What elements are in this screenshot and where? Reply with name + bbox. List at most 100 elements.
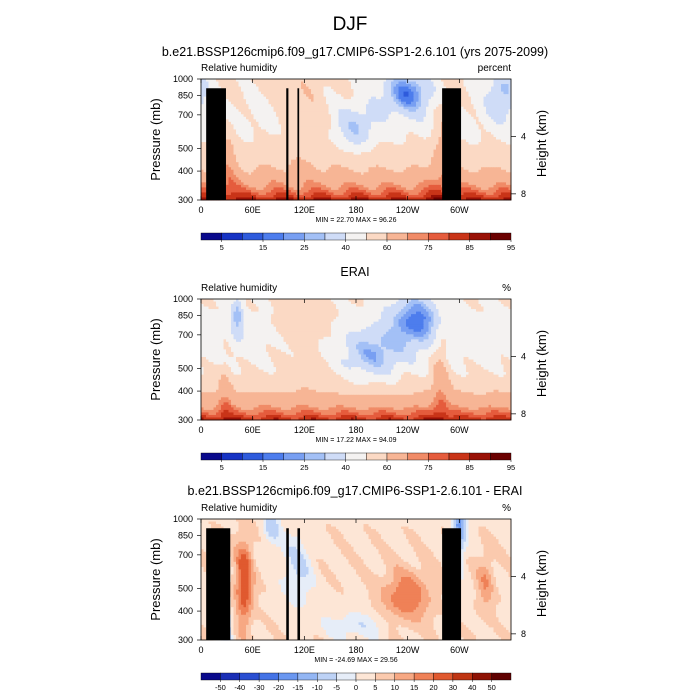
- field-cell: [433, 152, 437, 156]
- field-cell: [418, 126, 422, 130]
- field-cell: [283, 167, 287, 171]
- field-cell: [233, 136, 237, 140]
- field-cell: [426, 164, 429, 168]
- field-cell: [423, 139, 427, 143]
- field-cell: [298, 119, 302, 123]
- field-cell: [436, 129, 439, 133]
- field-cell: [256, 139, 259, 143]
- field-cell: [491, 86, 494, 90]
- field-cell: [203, 164, 207, 168]
- field-cell: [356, 116, 359, 120]
- field-cell: [491, 164, 494, 168]
- field-cell: [428, 159, 432, 163]
- field-cell: [226, 126, 229, 130]
- field-cell: [316, 174, 319, 178]
- field-cell: [346, 162, 349, 166]
- field-cell: [351, 99, 354, 103]
- field-cell: [341, 81, 344, 85]
- field-cell: [268, 106, 272, 110]
- field-cell: [498, 101, 502, 105]
- field-cell: [306, 126, 309, 130]
- field-cell: [278, 142, 282, 145]
- field-cell: [241, 174, 244, 178]
- field-cell: [318, 81, 322, 85]
- field-cell: [366, 174, 369, 178]
- field-cell: [398, 157, 402, 161]
- field-cell: [398, 104, 402, 108]
- field-cell: [261, 114, 264, 118]
- field-cell: [228, 136, 232, 140]
- field-cell: [438, 126, 442, 130]
- field-cell: [361, 152, 364, 156]
- field-cell: [306, 84, 309, 87]
- field-cell: [288, 89, 292, 92]
- field-cell: [388, 119, 392, 123]
- field-cell: [273, 86, 277, 90]
- field-cell: [336, 177, 339, 181]
- field-cell: [483, 172, 487, 176]
- field-cell: [423, 124, 427, 128]
- field-cell: [493, 81, 497, 85]
- field-cell: [356, 89, 359, 92]
- field-cell: [313, 89, 317, 92]
- field-cell: [273, 106, 277, 110]
- field-cell: [486, 89, 489, 92]
- field-cell: [433, 106, 437, 110]
- field-cell: [438, 84, 442, 87]
- field-cell: [308, 144, 312, 148]
- field-cell: [398, 177, 402, 181]
- field-cell: [408, 147, 412, 150]
- field-cell: [308, 111, 312, 115]
- field-cell: [431, 154, 434, 158]
- field-cell: [326, 144, 329, 148]
- field-cell: [288, 167, 292, 171]
- field-cell: [391, 159, 394, 163]
- field-cell: [316, 162, 319, 166]
- field-cell: [266, 89, 269, 92]
- field-cell: [431, 111, 434, 115]
- field-cell: [256, 119, 259, 123]
- field-cell: [436, 162, 439, 166]
- field-cell: [251, 126, 254, 130]
- field-cell: [481, 99, 484, 103]
- field-cell: [413, 109, 417, 113]
- field-cell: [423, 121, 427, 125]
- field-cell: [361, 84, 364, 87]
- field-cell: [318, 114, 322, 118]
- field-cell: [298, 174, 302, 178]
- field-cell: [228, 172, 232, 176]
- field-cell: [368, 169, 372, 173]
- field-cell: [248, 162, 252, 166]
- field-cell: [453, 81, 457, 85]
- field-cell: [433, 154, 437, 158]
- field-cell: [381, 121, 384, 125]
- field-cell: [231, 81, 234, 85]
- field-cell: [483, 81, 487, 85]
- field-cell: [273, 89, 277, 92]
- field-cell: [243, 164, 247, 168]
- field-cell: [353, 109, 357, 113]
- field-cell: [308, 104, 312, 108]
- field-cell: [421, 149, 424, 153]
- field-cell: [348, 89, 352, 92]
- field-cell: [266, 104, 269, 108]
- field-cell: [238, 111, 242, 115]
- field-cell: [366, 149, 369, 153]
- field-cell: [228, 89, 232, 92]
- field-cell: [336, 142, 339, 145]
- field-cell: [288, 129, 292, 133]
- field-cell: [351, 114, 354, 118]
- field-cell: [391, 139, 394, 143]
- field-cell: [273, 109, 277, 113]
- field-cell: [506, 99, 509, 103]
- field-cell: [361, 164, 364, 168]
- field-cell: [501, 162, 504, 166]
- field-cell: [266, 152, 269, 156]
- field-cell: [268, 164, 272, 168]
- field-cell: [483, 131, 487, 135]
- field-cell: [403, 147, 407, 150]
- field-cell: [266, 99, 269, 103]
- field-cell: [211, 81, 214, 85]
- field-cell: [428, 164, 432, 168]
- field-cell: [466, 136, 469, 140]
